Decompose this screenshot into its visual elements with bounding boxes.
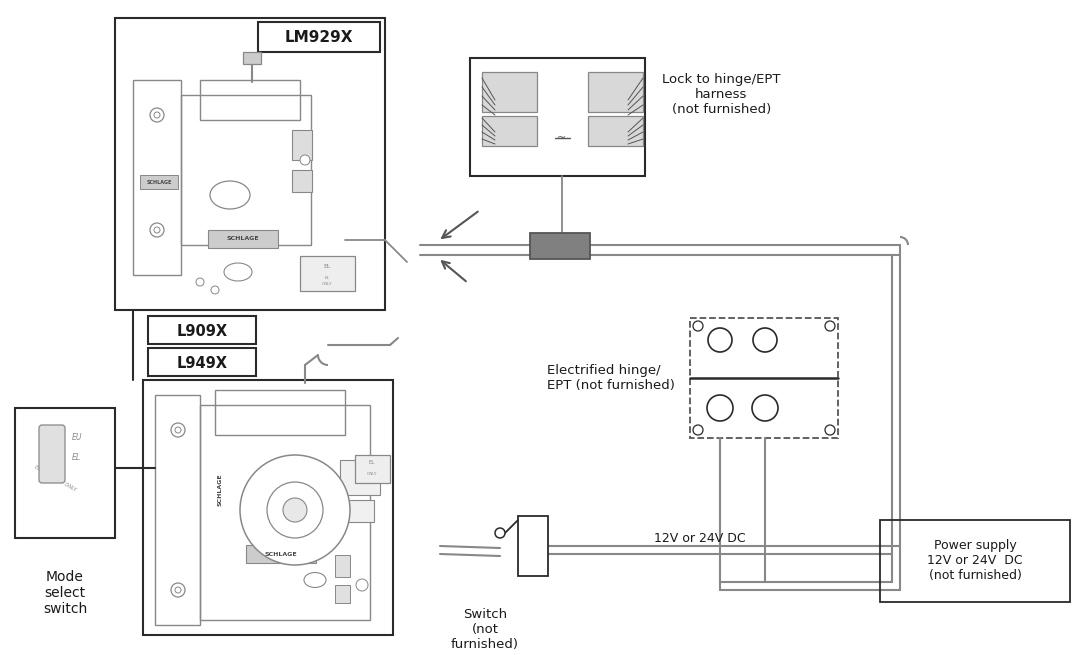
Bar xyxy=(292,130,312,160)
Ellipse shape xyxy=(210,181,250,209)
Bar xyxy=(181,95,311,245)
Text: ~: ~ xyxy=(558,133,566,143)
Bar xyxy=(335,585,350,603)
Bar xyxy=(588,72,643,112)
Bar xyxy=(690,318,838,438)
Text: EU: EU xyxy=(71,434,82,443)
Text: EL: EL xyxy=(325,276,329,280)
Text: L949X: L949X xyxy=(177,356,227,371)
Text: EL: EL xyxy=(369,460,375,466)
Circle shape xyxy=(240,455,350,565)
Bar xyxy=(133,80,181,275)
Circle shape xyxy=(753,328,777,352)
Bar xyxy=(15,408,115,538)
Circle shape xyxy=(268,482,323,538)
Circle shape xyxy=(196,278,204,286)
Text: EL: EL xyxy=(71,453,81,462)
Text: ELECTRIFIED  ONLY: ELECTRIFIED ONLY xyxy=(34,464,77,492)
Bar xyxy=(246,545,316,563)
Bar xyxy=(880,520,1070,602)
Circle shape xyxy=(151,108,164,122)
Bar xyxy=(155,395,200,625)
Bar xyxy=(518,516,548,576)
Circle shape xyxy=(175,427,181,433)
Circle shape xyxy=(825,321,835,331)
Text: ONLY: ONLY xyxy=(367,472,377,476)
Circle shape xyxy=(693,425,703,435)
Text: Electrified hinge/
EPT (not furnished): Electrified hinge/ EPT (not furnished) xyxy=(547,364,675,392)
Bar xyxy=(482,116,537,146)
Bar xyxy=(355,455,390,483)
Ellipse shape xyxy=(224,263,252,281)
Circle shape xyxy=(211,286,219,294)
Circle shape xyxy=(300,155,310,165)
Bar xyxy=(148,316,256,344)
Text: Power supply
12V or 24V  DC
(not furnished): Power supply 12V or 24V DC (not furnishe… xyxy=(927,540,1022,582)
Text: ONLY: ONLY xyxy=(322,282,332,286)
Bar xyxy=(470,58,645,176)
Circle shape xyxy=(825,425,835,435)
Circle shape xyxy=(495,528,505,538)
Bar xyxy=(340,460,380,495)
Bar xyxy=(148,348,256,376)
Text: LM929X: LM929X xyxy=(285,31,353,45)
Circle shape xyxy=(171,423,185,437)
Text: EL: EL xyxy=(324,263,330,269)
Circle shape xyxy=(154,112,160,118)
Text: L909X: L909X xyxy=(177,324,227,339)
Bar xyxy=(143,380,393,635)
Circle shape xyxy=(356,579,368,591)
Bar xyxy=(345,500,374,522)
Bar xyxy=(482,72,537,112)
Bar xyxy=(335,555,350,577)
FancyBboxPatch shape xyxy=(39,425,65,483)
Bar xyxy=(200,405,370,620)
Circle shape xyxy=(283,498,306,522)
Text: SCHLAGE: SCHLAGE xyxy=(264,552,298,557)
Bar xyxy=(216,390,345,435)
Text: Mode
select
switch: Mode select switch xyxy=(43,570,87,616)
Text: SCHLAGE: SCHLAGE xyxy=(146,179,172,185)
Bar xyxy=(200,80,300,120)
Text: 12V or 24V DC: 12V or 24V DC xyxy=(654,531,746,544)
Ellipse shape xyxy=(304,572,326,588)
Bar xyxy=(115,18,384,310)
Circle shape xyxy=(752,395,778,421)
Bar xyxy=(588,116,643,146)
Bar xyxy=(208,230,278,248)
Circle shape xyxy=(707,395,733,421)
Circle shape xyxy=(171,583,185,597)
Circle shape xyxy=(693,321,703,331)
Bar xyxy=(258,22,380,52)
Circle shape xyxy=(151,223,164,237)
Bar xyxy=(530,233,590,259)
Circle shape xyxy=(175,587,181,593)
Circle shape xyxy=(708,328,732,352)
Bar xyxy=(140,175,178,189)
Bar xyxy=(292,170,312,192)
Text: Lock to hinge/EPT
harness
(not furnished): Lock to hinge/EPT harness (not furnished… xyxy=(662,73,781,117)
Text: SCHLAGE: SCHLAGE xyxy=(226,236,259,242)
Circle shape xyxy=(154,227,160,233)
Bar xyxy=(300,256,355,291)
Text: SCHLAGE: SCHLAGE xyxy=(218,474,222,506)
Text: Switch
(not
furnished): Switch (not furnished) xyxy=(451,608,519,651)
Bar xyxy=(243,52,261,64)
